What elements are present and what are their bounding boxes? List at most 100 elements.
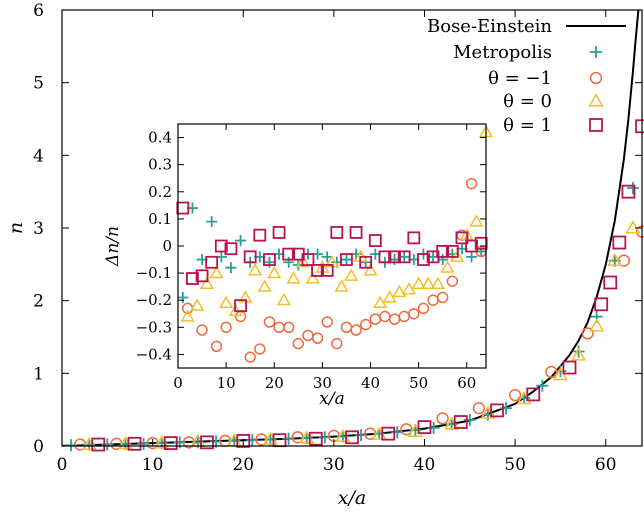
inset-point-theta-minus1 (350, 324, 362, 336)
inset-point-theta-minus1 (359, 318, 372, 331)
inset-y-tick-label: 0.4 (148, 129, 172, 147)
legend-label-theta-1: θ = 1 (503, 115, 552, 136)
main-x-tick-label: 30 (323, 455, 345, 475)
point-theta-1 (612, 235, 627, 250)
inset-point-theta-minus1 (436, 291, 449, 304)
inset-point-theta-0 (392, 284, 407, 298)
inset-point-theta-0 (199, 276, 214, 290)
point-theta-1 (308, 431, 323, 446)
point-metropolis (463, 413, 476, 426)
inset-x-tick-label: 0 (173, 374, 183, 392)
point-theta-0 (570, 347, 587, 361)
point-theta-minus1 (581, 327, 594, 340)
inset-point-theta-0 (421, 276, 436, 290)
inset-point-theta-0 (469, 214, 484, 227)
inset-x-tick-label: 10 (217, 374, 236, 392)
inset-point-theta-1 (368, 234, 382, 247)
point-theta-1 (417, 420, 432, 435)
inset-point-theta-minus1 (196, 324, 208, 336)
main-x-tick-label: 60 (595, 455, 617, 475)
main-y-tick-label: 0 (33, 437, 44, 457)
inset-point-theta-minus1 (446, 275, 459, 287)
inset-point-theta-1 (311, 263, 324, 277)
inset-point-theta-minus1 (408, 308, 420, 320)
point-theta-1 (562, 360, 577, 375)
inset-y-tick-label: 0.1 (148, 210, 172, 228)
point-theta-1 (381, 426, 396, 441)
inset-point-theta-0 (180, 309, 195, 322)
main-x-axis-label: x/a (338, 487, 366, 509)
inset-point-theta-0 (363, 263, 378, 276)
point-theta-1 (91, 437, 106, 452)
inset-point-theta-1 (243, 250, 257, 264)
legend-swatch-metropolis (590, 46, 602, 58)
inset-point-theta-1 (176, 201, 190, 215)
main-y-axis-label: n (5, 222, 27, 234)
legend-swatch-theta-1 (589, 118, 603, 132)
inset-point-theta-1 (349, 226, 363, 239)
main-x-tick-label: 0 (57, 455, 68, 475)
inset-point-theta-1 (340, 253, 353, 266)
inset-point-theta-0 (440, 260, 455, 273)
inset-point-theta-minus1 (220, 321, 232, 334)
inset-point-theta-minus1 (210, 340, 223, 353)
inset-point-theta-0 (219, 295, 234, 309)
inset-point-theta-1 (282, 247, 296, 261)
inset-point-theta-1 (224, 242, 238, 256)
inset-point-theta-1 (195, 269, 209, 283)
inset-point-theta-minus1 (331, 337, 343, 350)
inset-point-theta-minus1 (311, 332, 324, 344)
main-y-tick-label: 5 (33, 74, 44, 94)
point-theta-minus1 (508, 388, 522, 402)
inset-point-theta-minus1 (254, 343, 266, 355)
inset-point-theta-minus1 (282, 321, 295, 334)
inset-x-tick-label: 40 (361, 374, 380, 392)
main-x-tick-label: 40 (414, 455, 436, 475)
inset-point-theta-1 (186, 272, 199, 285)
point-theta-1 (200, 435, 214, 450)
inset-point-theta-minus1 (321, 316, 333, 328)
point-theta-1 (621, 184, 636, 199)
inset-point-theta-0 (305, 271, 320, 284)
inset-x-tick-label: 20 (265, 374, 284, 392)
inset-x-axis-label: x/a (319, 389, 344, 409)
main-y-tick-label: 4 (33, 146, 44, 166)
inset-point-theta-1 (263, 253, 276, 266)
inset-point-theta-0 (286, 271, 301, 284)
inset-x-tick-label: 60 (457, 374, 476, 392)
point-theta-1 (603, 275, 618, 290)
inset-point-theta-1 (320, 263, 334, 277)
inset-point-theta-1 (214, 239, 228, 253)
inset-point-theta-minus1 (292, 337, 305, 350)
inset-point-theta-0 (247, 263, 263, 276)
inset-point-theta-0 (190, 298, 205, 311)
inset-x-tick-label: 30 (313, 374, 332, 392)
legend-label-theta-minus1: θ = −1 (488, 68, 552, 89)
inset-point-metropolis (235, 235, 247, 247)
point-theta-1 (490, 403, 504, 418)
legend-label-theta-0: θ = 0 (503, 91, 552, 112)
inset-point-metropolis (340, 254, 352, 266)
inset-point-theta-1 (465, 239, 478, 253)
point-theta-0 (589, 318, 605, 332)
point-metropolis (427, 421, 440, 434)
legend-swatch-theta-0 (588, 93, 604, 107)
inset-point-theta-1 (205, 255, 219, 269)
inset-point-theta-0 (209, 265, 224, 279)
inset-y-tick-label: 0.3 (148, 156, 172, 174)
main-y-tick-label: 1 (33, 364, 44, 384)
inset-point-theta-0 (430, 276, 445, 290)
inset-point-theta-1 (359, 255, 373, 269)
inset-point-theta-1 (301, 253, 315, 266)
inset-point-theta-minus1 (465, 177, 478, 190)
point-metropolis (626, 182, 639, 195)
inset-point-theta-1 (378, 250, 392, 264)
inset-point-theta-1 (455, 231, 469, 245)
inset-point-theta-0 (257, 279, 272, 292)
inset-x-tick-label: 50 (409, 374, 428, 392)
main-x-tick-label: 50 (504, 455, 526, 475)
point-metropolis (500, 402, 513, 415)
main-y-tick-label: 6 (33, 1, 44, 21)
point-theta-1 (345, 430, 359, 445)
